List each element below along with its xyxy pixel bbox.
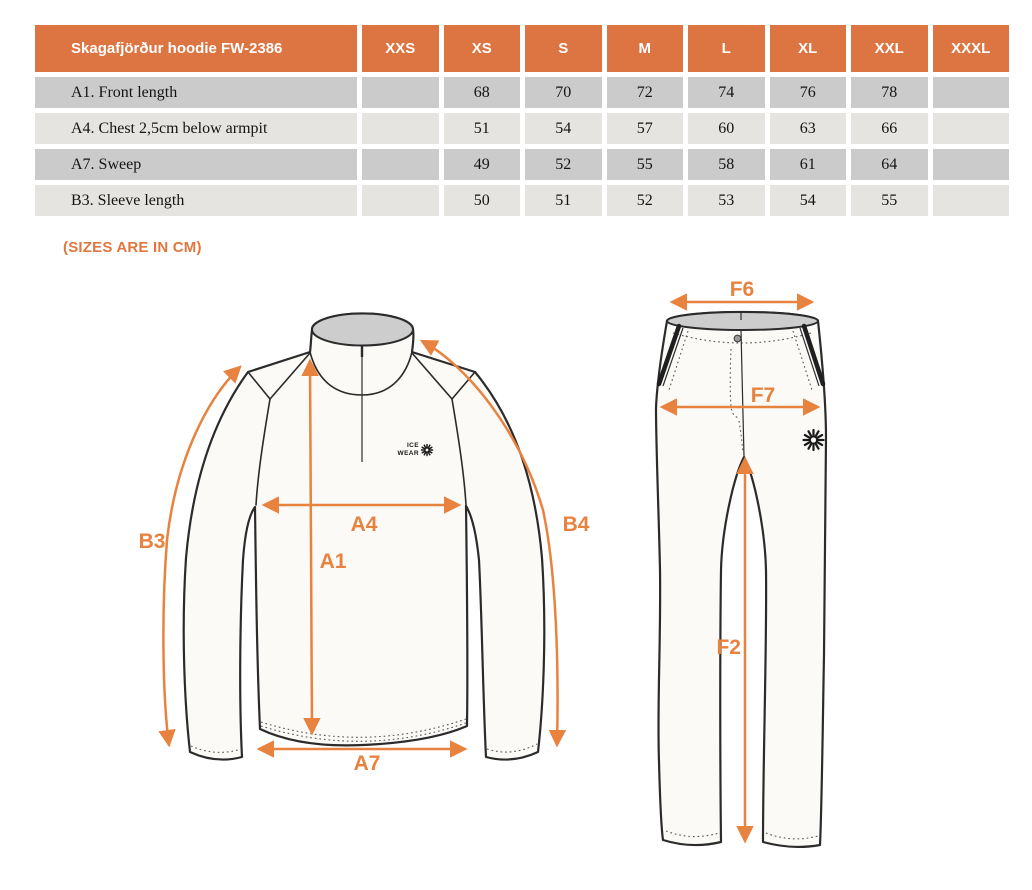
- measure-arrow-b3: [158, 365, 242, 748]
- size-value: 54: [525, 113, 602, 144]
- measure-arrow-b4: [419, 339, 567, 748]
- size-value: 60: [688, 113, 765, 144]
- size-value: 64: [851, 149, 928, 180]
- size-value: 70: [525, 77, 602, 108]
- size-value: 76: [769, 77, 846, 108]
- table-row: A4. Chest 2,5cm below armpit 51 54 57 60…: [35, 113, 1009, 144]
- product-title: Skagafjörður hoodie FW-2386: [35, 25, 357, 72]
- size-header-m: M: [606, 25, 683, 72]
- size-value: 52: [606, 185, 683, 216]
- pants-silhouette: [654, 310, 828, 849]
- collar-opening: [311, 312, 414, 347]
- measure-label-a4: A4: [351, 513, 378, 536]
- waistband-stitching: [672, 332, 812, 344]
- measure-label-f2: F2: [716, 636, 741, 659]
- measure-label-a7: A7: [354, 752, 381, 775]
- measure-label-a1: A1: [320, 550, 347, 573]
- size-value: 68: [443, 77, 520, 108]
- fly-stitching: [729, 348, 744, 454]
- waist-opening: [666, 311, 819, 331]
- size-value: 49: [443, 149, 520, 180]
- size-value: [362, 113, 439, 144]
- size-value: 78: [851, 77, 928, 108]
- size-header-xxxl: XXXL: [932, 25, 1009, 72]
- size-header-xxl: XXL: [851, 25, 928, 72]
- measure-label-f6: F6: [730, 278, 755, 301]
- measurement-label: A7. Sweep: [35, 149, 357, 180]
- size-value: 57: [606, 113, 683, 144]
- measure-label-b4: B4: [563, 513, 590, 536]
- size-value: [932, 77, 1009, 108]
- size-value: 58: [688, 149, 765, 180]
- size-header-xl: XL: [769, 25, 846, 72]
- brand-logo-line2: WEAR: [398, 450, 419, 457]
- size-header-xxs: XXS: [362, 25, 439, 72]
- table-header-row: Skagafjörður hoodie FW-2386 XXS XS S M L…: [35, 25, 1009, 72]
- size-header-s: S: [525, 25, 602, 72]
- size-header-l: L: [688, 25, 765, 72]
- hoodie-silhouette: [182, 312, 546, 761]
- size-value: [362, 77, 439, 108]
- size-value: 51: [525, 185, 602, 216]
- size-value: 53: [688, 185, 765, 216]
- size-value: 61: [769, 149, 846, 180]
- size-value: 72: [606, 77, 683, 108]
- size-value: [362, 149, 439, 180]
- size-value: [932, 149, 1009, 180]
- snowflake-icon: [802, 428, 825, 452]
- size-value: 50: [443, 185, 520, 216]
- cuff-stitching-left: [190, 745, 242, 753]
- size-value: 51: [443, 113, 520, 144]
- size-value: 52: [525, 149, 602, 180]
- raglan-seam-left: [255, 398, 271, 506]
- size-value: 63: [769, 113, 846, 144]
- waist-button: [733, 334, 742, 343]
- measurement-label: B3. Sleeve length: [35, 185, 357, 216]
- table-row: B3. Sleeve length 50 51 52 53 54 55: [35, 185, 1009, 216]
- pocket-right: [792, 323, 826, 391]
- table-row: A1. Front length 68 70 72 74 76 78: [35, 77, 1009, 108]
- size-value: [932, 185, 1009, 216]
- size-header-xs: XS: [443, 25, 520, 72]
- size-value: [932, 113, 1009, 144]
- measurement-label: A4. Chest 2,5cm below armpit: [35, 113, 357, 144]
- size-value: 55: [606, 149, 683, 180]
- size-value: [362, 185, 439, 216]
- size-value: 66: [851, 113, 928, 144]
- brand-logo-line1: ICE: [407, 442, 419, 449]
- pocket-left: [656, 323, 689, 391]
- size-table: Skagafjörður hoodie FW-2386 XXS XS S M L…: [30, 20, 1014, 221]
- front-rise-seam: [740, 329, 745, 457]
- measure-label-f7: F7: [751, 384, 776, 407]
- hoodie-technical-drawing: ICE WEAR B3 A4 A1 A7 B4: [139, 312, 590, 775]
- measurement-label: A1. Front length: [35, 77, 357, 108]
- size-value: 74: [688, 77, 765, 108]
- size-value: 54: [769, 185, 846, 216]
- sizes-unit-note: (SIZES ARE IN CM): [63, 239, 202, 256]
- size-value: 55: [851, 185, 928, 216]
- measure-arrow-a1: [301, 358, 321, 736]
- pants-technical-drawing: F6 F7 F2: [654, 278, 828, 849]
- measure-label-b3: B3: [139, 530, 166, 553]
- table-row: A7. Sweep 49 52 55 58 61 64: [35, 149, 1009, 180]
